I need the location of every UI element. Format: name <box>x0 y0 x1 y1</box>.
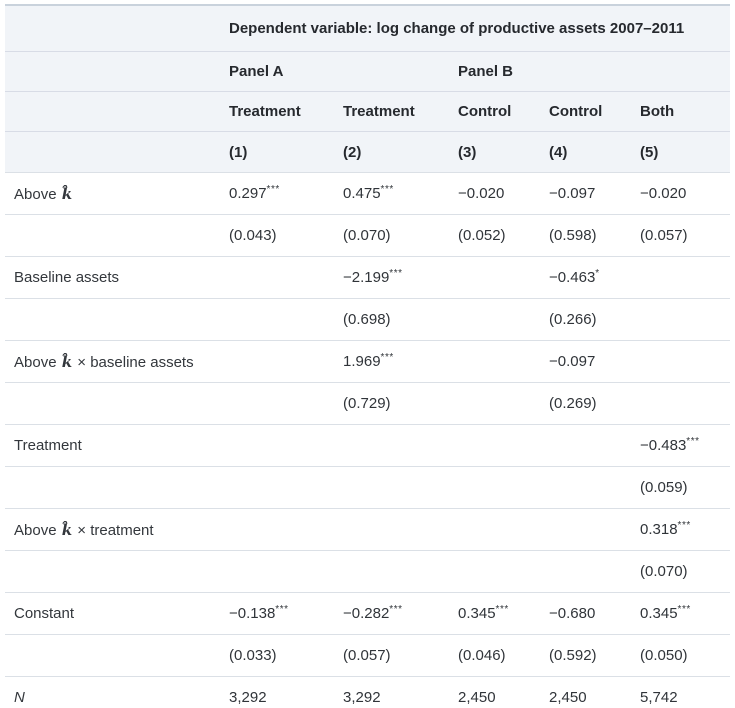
cell-value: (0.050) <box>640 647 688 664</box>
column-number-5: (5) <box>640 143 659 161</box>
cell-value: (0.057) <box>343 647 391 664</box>
cell-value: −0.463* <box>549 269 600 286</box>
cell-value: −0.020 <box>458 185 505 202</box>
cell-value: 3,292 <box>343 689 381 706</box>
cell-value: (0.057) <box>640 227 688 244</box>
row-n-observations: N 3,292 3,292 2,450 2,450 5,742 <box>5 676 730 708</box>
column-header-treatment-1: Treatment <box>229 103 301 120</box>
row-above-k-coef: Above k̂ 0.297*** 0.475*** −0.020 −0.097 −0.0… <box>5 172 730 214</box>
cell-value: (0.592) <box>549 647 597 664</box>
row-label: Baseline assets <box>14 269 120 286</box>
significance-stars: *** <box>495 605 509 615</box>
cell-value: 0.345*** <box>640 605 691 622</box>
row-above-k-x-treatment-se: (0.070) <box>5 550 730 592</box>
column-number-3: (3) <box>458 143 477 161</box>
dependent-variable-row: Dependent variable: log change of produc… <box>5 6 730 51</box>
dependent-variable-title: Dependent variable: log change of produc… <box>229 20 685 37</box>
cell-value: 0.297*** <box>229 185 280 202</box>
significance-stars: *** <box>677 605 691 615</box>
row-above-k-se: (0.043) (0.070) (0.052) (0.598) (0.057) <box>5 214 730 256</box>
row-label: Above k̂ × baseline assets <box>14 352 194 371</box>
cell-value: (0.043) <box>229 227 277 244</box>
significance-stars: * <box>595 269 600 279</box>
row-baseline-assets-coef: Baseline assets −2.199*** −0.463* <box>5 256 730 298</box>
cell-value: 0.475*** <box>343 185 394 202</box>
cell-value: (0.033) <box>229 647 277 664</box>
regression-results-table: Dependent variable: log change of produc… <box>5 4 730 708</box>
cell-value: 3,292 <box>229 689 267 706</box>
cell-value: 2,450 <box>549 689 587 706</box>
cell-value: −0.680 <box>549 605 596 622</box>
cell-value: −0.483*** <box>640 437 700 454</box>
column-number-1: (1) <box>229 143 248 161</box>
significance-stars: *** <box>380 353 394 363</box>
row-label: Above k̂ × treatment <box>14 520 154 539</box>
row-treatment-se: (0.059) <box>5 466 730 508</box>
significance-stars: *** <box>380 185 394 195</box>
row-baseline-assets-se: (0.698) (0.266) <box>5 298 730 340</box>
cell-value: 5,742 <box>640 689 678 706</box>
cell-value: −0.097 <box>549 353 596 370</box>
column-number-row: (1) (2) (3) (4) (5) <box>5 131 730 172</box>
cell-value: −0.020 <box>640 185 687 202</box>
cell-value: (0.070) <box>343 227 391 244</box>
cell-value: 0.345*** <box>458 605 509 622</box>
column-number-4: (4) <box>549 143 568 161</box>
cell-value: 2,450 <box>458 689 496 706</box>
cell-value: −2.199*** <box>343 269 403 286</box>
column-header-control-3: Control <box>458 103 512 120</box>
cell-value: (0.598) <box>549 227 597 244</box>
row-label: Constant <box>14 605 75 622</box>
cell-value: (0.698) <box>343 311 391 328</box>
row-label: N <box>14 689 25 706</box>
cell-value: −0.138*** <box>229 605 289 622</box>
cell-value: (0.729) <box>343 395 391 412</box>
cell-value: −0.097 <box>549 185 596 202</box>
significance-stars: *** <box>389 605 403 615</box>
column-header-control-4: Control <box>549 103 603 120</box>
cell-value: 1.969*** <box>343 353 394 370</box>
row-label: Above k̂ <box>14 184 73 203</box>
cell-value: (0.266) <box>549 311 597 328</box>
cell-value: (0.046) <box>458 647 506 664</box>
cell-value: (0.269) <box>549 395 597 412</box>
cell-value: (0.070) <box>640 563 688 580</box>
table-header: Dependent variable: log change of produc… <box>5 6 730 172</box>
column-number-2: (2) <box>343 143 362 161</box>
cell-value: −0.282*** <box>343 605 403 622</box>
cell-value: (0.059) <box>640 479 688 496</box>
column-header-both-5: Both <box>640 103 675 120</box>
row-above-k-x-baseline-coef: Above k̂ × baseline assets 1.969*** −0.097 <box>5 340 730 382</box>
k-hat-math-symbol: k̂ <box>61 184 73 203</box>
k-hat-math-symbol: k̂ <box>61 352 73 371</box>
significance-stars: *** <box>275 605 289 615</box>
cell-value: 0.318*** <box>640 521 691 538</box>
significance-stars: *** <box>389 269 403 279</box>
row-above-k-x-treatment-coef: Above k̂ × treatment 0.318*** <box>5 508 730 550</box>
cell-value: (0.052) <box>458 227 506 244</box>
row-constant-se: (0.033) (0.057) (0.046) (0.592) (0.050) <box>5 634 730 676</box>
k-hat-math-symbol: k̂ <box>61 520 73 539</box>
panel-b-label: Panel B <box>458 63 514 80</box>
panel-header-row: Panel A Panel B <box>5 51 730 91</box>
significance-stars: *** <box>677 521 691 531</box>
row-label: Treatment <box>14 437 82 454</box>
table-body: Above k̂ 0.297*** 0.475*** −0.020 −0.097 −0.0… <box>5 172 730 708</box>
row-treatment-coef: Treatment −0.483*** <box>5 424 730 466</box>
significance-stars: *** <box>266 185 280 195</box>
significance-stars: *** <box>686 437 700 447</box>
row-constant-coef: Constant −0.138*** −0.282*** 0.345*** −0.680… <box>5 592 730 634</box>
column-group-row: Treatment Treatment Control Control Both <box>5 91 730 131</box>
row-above-k-x-baseline-se: (0.729) (0.269) <box>5 382 730 424</box>
column-header-treatment-2: Treatment <box>343 103 415 120</box>
panel-a-label: Panel A <box>229 63 284 80</box>
